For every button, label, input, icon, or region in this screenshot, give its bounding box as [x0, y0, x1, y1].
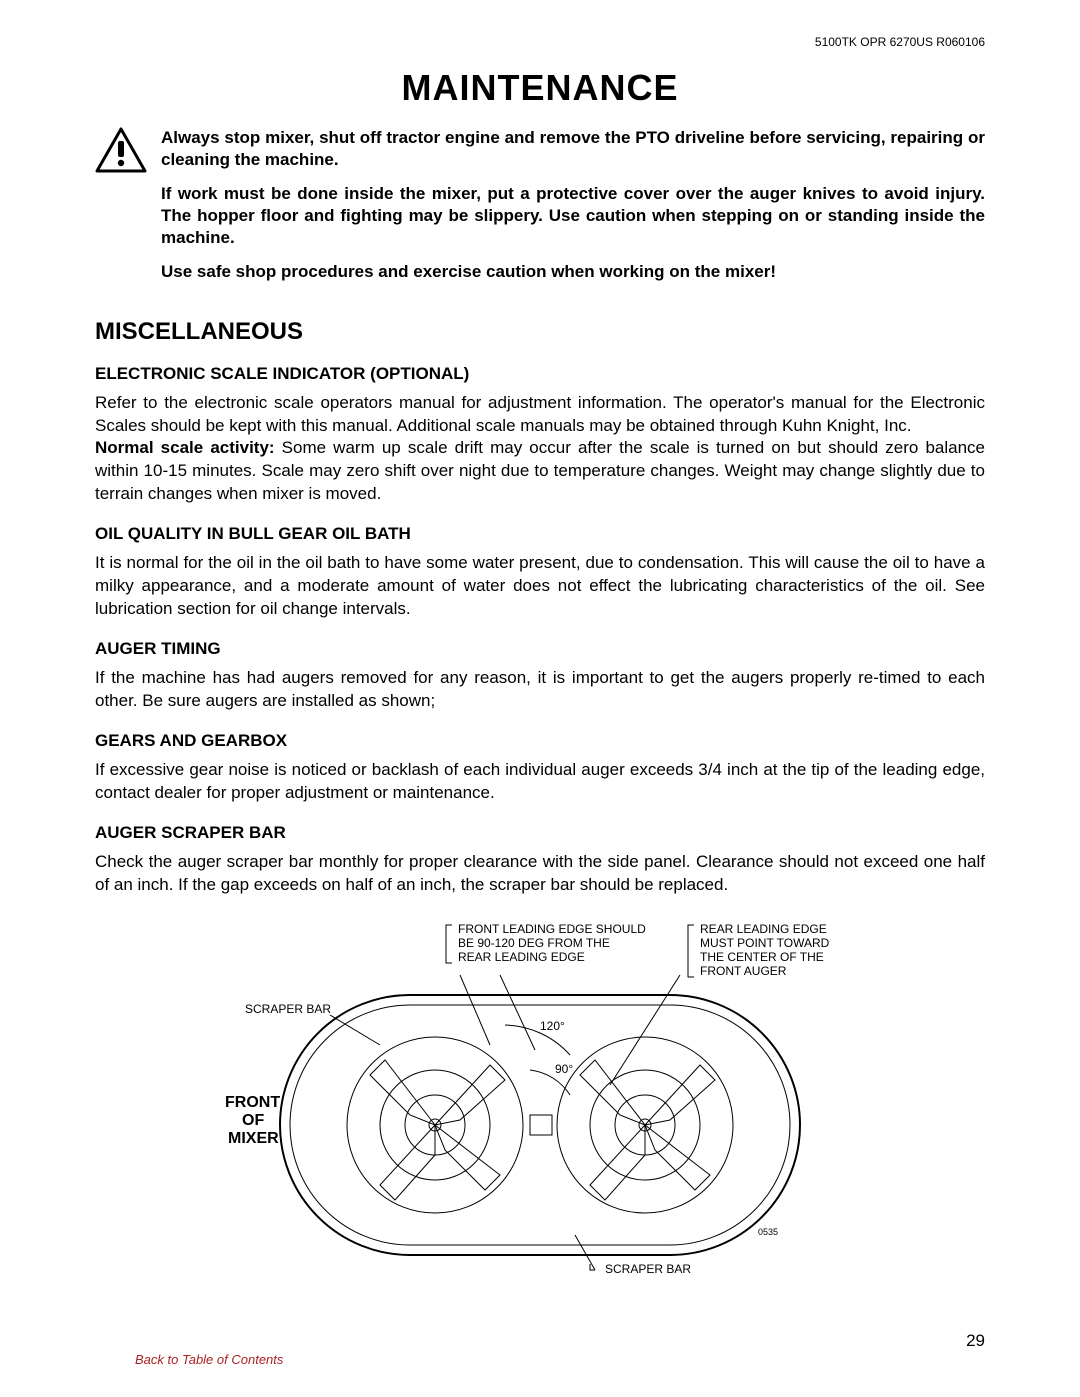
- note-front-l1: FRONT LEADING EDGE SHOULD: [458, 922, 646, 936]
- warning-icon: [95, 127, 147, 175]
- body-auger-timing: If the machine has had augers removed fo…: [95, 667, 985, 713]
- auger-diagram: 120° 90° FRONT OF MIXER SCRAPER BAR SCRA…: [95, 915, 985, 1280]
- subhead-oil-quality: OIL QUALITY IN BULL GEAR OIL BATH: [95, 524, 985, 544]
- scraper-bar-bottom: SCRAPER BAR: [605, 1262, 691, 1275]
- front-of-mixer-l3: MIXER: [228, 1130, 279, 1147]
- diagram-code: 0535: [758, 1227, 778, 1237]
- subhead-electronic-scale: ELECTRONIC SCALE INDICATOR (OPTIONAL): [95, 364, 985, 384]
- body-gears-gearbox: If excessive gear noise is noticed or ba…: [95, 759, 985, 805]
- subhead-auger-scraper: AUGER SCRAPER BAR: [95, 823, 985, 843]
- front-of-mixer-l1: FRONT: [225, 1094, 280, 1111]
- body-oil-quality: It is normal for the oil in the oil bath…: [95, 552, 985, 621]
- page-title: MAINTENANCE: [95, 67, 985, 109]
- note-rear-l4: FRONT AUGER: [700, 964, 787, 978]
- warning-p1: Always stop mixer, shut off tractor engi…: [161, 127, 985, 171]
- section-title: MISCELLANEOUS: [95, 318, 985, 346]
- page-number: 29: [966, 1331, 985, 1351]
- warning-block: Always stop mixer, shut off tractor engi…: [95, 127, 985, 296]
- note-rear-l3: THE CENTER OF THE: [700, 950, 824, 964]
- angle-120-label: 120°: [540, 1019, 565, 1033]
- warning-p2: If work must be done inside the mixer, p…: [161, 183, 985, 249]
- note-front-l3: REAR LEADING EDGE: [458, 950, 585, 964]
- scraper-bar-top: SCRAPER BAR: [245, 1002, 331, 1016]
- note-rear-l2: MUST POINT TOWARD: [700, 936, 830, 950]
- angle-90-label: 90°: [555, 1062, 573, 1076]
- note-rear-l1: REAR LEADING EDGE: [700, 922, 827, 936]
- bold-normal-scale: Normal scale activity:: [95, 438, 282, 457]
- front-of-mixer-l2: OF: [242, 1112, 264, 1129]
- note-front-l2: BE 90-120 DEG FROM THE: [458, 936, 610, 950]
- document-id: 5100TK OPR 6270US R060106: [95, 35, 985, 49]
- subhead-auger-timing: AUGER TIMING: [95, 639, 985, 659]
- body-electronic-scale-1: Refer to the electronic scale operators …: [95, 392, 985, 438]
- warning-p3: Use safe shop procedures and exercise ca…: [161, 261, 985, 283]
- warning-text: Always stop mixer, shut off tractor engi…: [161, 127, 985, 296]
- body-auger-scraper: Check the auger scraper bar monthly for …: [95, 851, 985, 897]
- subhead-gears-gearbox: GEARS AND GEARBOX: [95, 731, 985, 751]
- back-to-toc-link[interactable]: Back to Table of Contents: [135, 1352, 283, 1367]
- body-electronic-scale-2: Normal scale activity: Some warm up scal…: [95, 437, 985, 506]
